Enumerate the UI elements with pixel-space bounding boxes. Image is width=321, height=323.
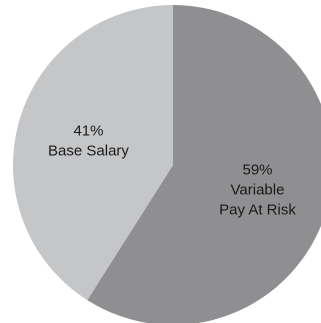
pie-slice-1 xyxy=(13,5,174,301)
pie-slice-label-1: 41% Base Salary xyxy=(48,122,129,159)
pie-slice-label-line: Pay At Risk xyxy=(219,202,296,219)
pie-slice-label-line: 59% xyxy=(242,162,272,179)
pie-slice-label-line: Base Salary xyxy=(48,142,129,159)
pie-slice-label-0: 59% Variable Pay At Risk xyxy=(219,162,296,219)
pie-slice-label-line: 41% xyxy=(73,122,103,139)
pie-slice-label-line: Variable xyxy=(231,182,285,199)
pie-slice-0 xyxy=(87,5,321,323)
